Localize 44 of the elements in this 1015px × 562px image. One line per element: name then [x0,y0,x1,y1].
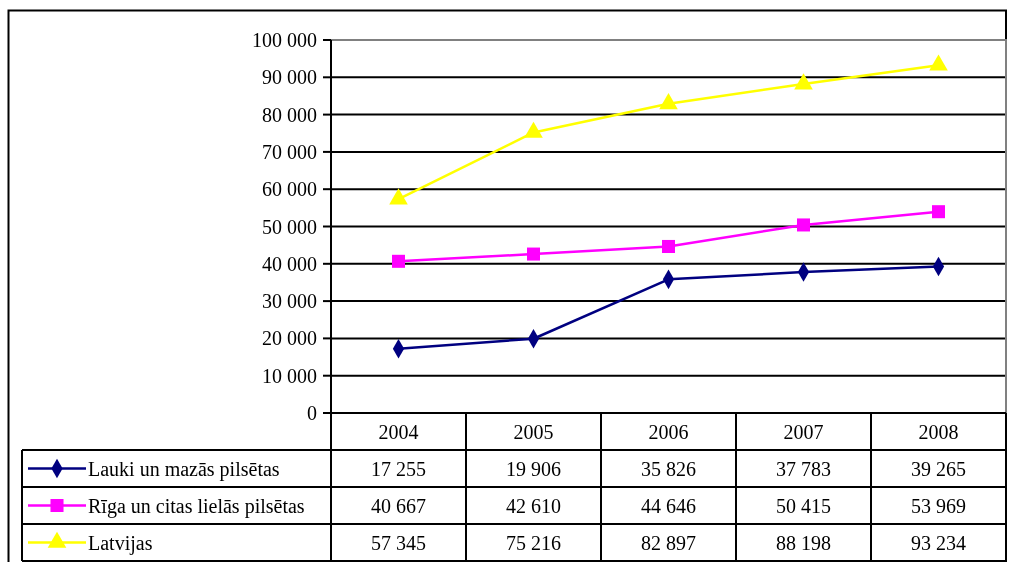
x-tick-label: 2006 [648,420,689,443]
y-tick-label: 90 000 [262,66,317,89]
point [389,188,408,205]
data-label: 42 610 [506,494,561,517]
y-tick-label: 10 000 [262,364,317,387]
y-tick-label: 30 000 [262,290,317,313]
data-label: 35 826 [641,457,696,480]
data-label: 53 969 [911,494,966,517]
y-tick-label: 100 000 [252,29,317,51]
x-tick-label: 2004 [378,420,419,443]
y-tick-label: 50 000 [262,215,317,238]
point [794,73,813,90]
y-tick-label: 20 000 [262,327,317,350]
y-tick-label: 80 000 [262,103,317,126]
data-label: 93 234 [911,531,966,554]
point [796,218,811,232]
y-tick-label: 40 000 [262,252,317,275]
x-tick-label: 2008 [918,420,959,443]
data-label: 40 667 [371,494,426,517]
data-label: 37 783 [776,457,831,480]
point [929,54,948,71]
data-label: 17 255 [371,457,426,480]
data-label: 39 265 [911,457,966,480]
x-tick-label: 2005 [513,420,554,443]
data-label: 57 345 [371,531,426,554]
data-label: 50 415 [776,494,831,517]
data-label: 88 198 [776,531,831,554]
legend-label: Latvijas [88,531,153,555]
point [524,121,543,138]
data-label: 44 646 [641,494,696,517]
point [391,254,406,268]
y-tick-label: 70 000 [262,140,317,163]
legend-label: Lauki un mazās pilsētas [88,457,280,481]
legend-label: Rīga un citas lielās pilsētas [88,494,305,518]
y-tick-label: 0 [307,402,317,424]
y-tick-label: 60 000 [262,178,317,201]
data-label: 75 216 [506,531,561,554]
point [661,239,676,253]
point [931,205,946,219]
data-label: 19 906 [506,457,561,480]
data-label: 82 897 [641,531,696,554]
point [526,247,541,261]
x-tick-label: 2007 [783,420,824,443]
point [659,93,678,110]
